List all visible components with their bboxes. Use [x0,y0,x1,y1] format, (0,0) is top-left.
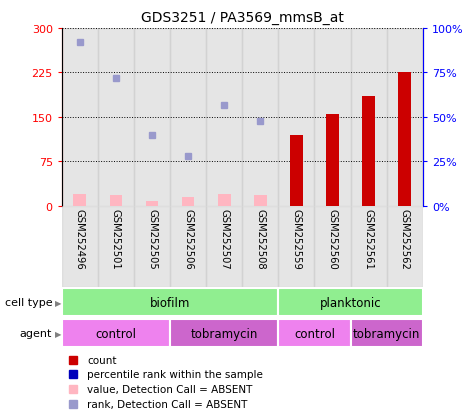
Bar [290,135,303,206]
Text: ▶: ▶ [55,329,61,338]
Bar [278,320,351,347]
Text: count: count [87,356,116,366]
Text: GSM252506: GSM252506 [183,208,193,269]
Bar [242,29,278,206]
Text: planktonic: planktonic [320,296,381,309]
Text: GSM252561: GSM252561 [363,208,374,269]
Text: rank, Detection Call = ABSENT: rank, Detection Call = ABSENT [87,399,247,409]
Bar [62,206,98,287]
Bar [146,202,158,206]
Text: value, Detection Call = ABSENT: value, Detection Call = ABSENT [87,384,252,394]
Bar [387,29,423,206]
Text: control: control [95,327,136,340]
Bar [326,115,339,206]
Text: GSM252496: GSM252496 [75,208,85,269]
Title: GDS3251 / PA3569_mmsB_at: GDS3251 / PA3569_mmsB_at [141,11,344,25]
Text: GSM252562: GSM252562 [399,208,410,269]
Text: control: control [294,327,335,340]
Bar [254,196,266,206]
Bar [218,195,230,206]
Bar [170,206,206,287]
Bar [182,197,194,206]
Text: tobramycin: tobramycin [190,327,258,340]
Text: GSM252505: GSM252505 [147,208,157,269]
Bar [278,29,314,206]
Text: biofilm: biofilm [150,296,190,309]
Bar [206,206,242,287]
Bar [170,29,206,206]
Bar [314,29,351,206]
Bar [62,29,98,206]
Bar [134,206,170,287]
Text: GSM252501: GSM252501 [111,208,121,269]
Bar [62,320,170,347]
Bar [110,196,122,206]
Text: ▶: ▶ [55,298,61,307]
Bar [170,320,278,347]
Bar [278,206,314,287]
Text: percentile rank within the sample: percentile rank within the sample [87,370,263,380]
Text: GSM252508: GSM252508 [255,208,266,268]
Text: agent: agent [20,328,52,339]
Text: GSM252507: GSM252507 [219,208,229,269]
Bar [134,29,170,206]
Bar [362,97,375,206]
Bar [98,29,134,206]
Bar [278,289,423,316]
Bar [387,206,423,287]
Bar [242,206,278,287]
Bar [314,206,351,287]
Bar [74,195,86,206]
Bar [351,206,387,287]
Bar [351,320,423,347]
Text: GSM252559: GSM252559 [291,208,302,269]
Text: GSM252560: GSM252560 [327,208,338,269]
Bar [399,73,411,206]
Text: cell type: cell type [5,297,52,308]
Bar [98,206,134,287]
Bar [206,29,242,206]
Bar [351,29,387,206]
Bar [62,289,278,316]
Text: tobramycin: tobramycin [353,327,420,340]
